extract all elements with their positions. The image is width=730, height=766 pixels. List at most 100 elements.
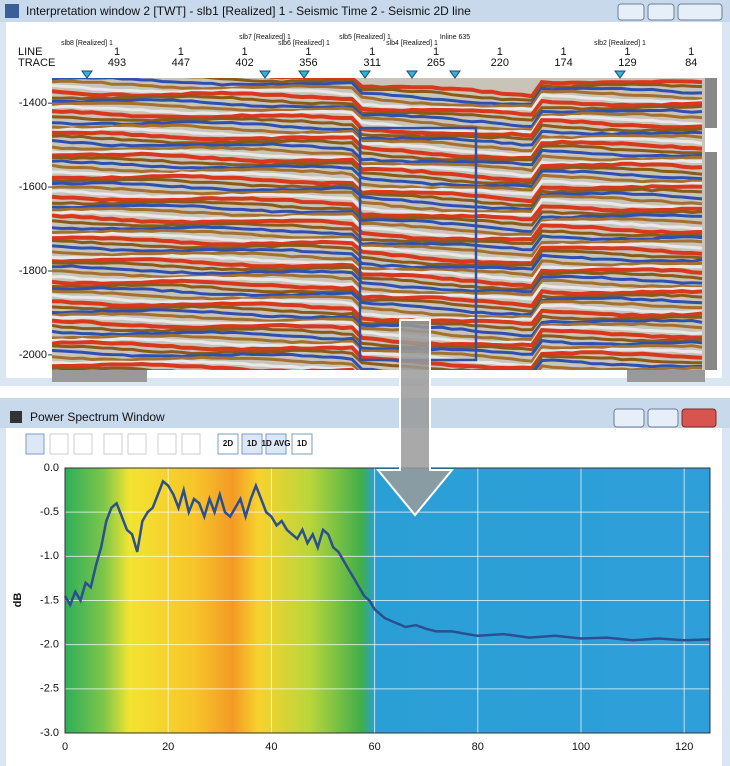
y-tick-label: -1.5 bbox=[40, 594, 59, 606]
trace-number: 356 bbox=[299, 57, 317, 69]
seismic-reflector bbox=[52, 359, 683, 370]
x-tick-label: 80 bbox=[472, 741, 484, 753]
export-tool[interactable] bbox=[181, 433, 201, 455]
well-marker bbox=[406, 70, 418, 79]
depth-tick-label: -1400 bbox=[19, 97, 47, 109]
view-tool[interactable] bbox=[157, 433, 177, 455]
seismic-reflector bbox=[52, 84, 703, 112]
seismic-reflector bbox=[52, 283, 703, 314]
toolbar bbox=[25, 433, 201, 455]
window-title: Interpretation window 2 [TWT] - slb1 [Re… bbox=[26, 4, 471, 18]
well-marker bbox=[614, 70, 626, 79]
seismic-reflector bbox=[52, 344, 702, 370]
seismic-reflector bbox=[52, 134, 703, 163]
seismic-reflector bbox=[52, 139, 703, 167]
seismic-reflector bbox=[52, 228, 703, 258]
seismic-reflector bbox=[52, 261, 703, 291]
spectrum-chart bbox=[63, 467, 711, 734]
y-tick-label: -1.0 bbox=[40, 550, 59, 562]
depth-tick-label: -2000 bbox=[19, 349, 47, 361]
toolbar-button[interactable] bbox=[241, 433, 263, 455]
survey-label: slb2 [Realized] 1 bbox=[594, 40, 646, 47]
well-marker bbox=[449, 70, 461, 79]
toolbar-label: 1D bbox=[297, 439, 307, 448]
seismic-reflector bbox=[52, 98, 703, 129]
close-button[interactable] bbox=[677, 3, 723, 21]
seismic-reflector bbox=[52, 349, 703, 370]
seismic-reflector bbox=[52, 339, 703, 370]
seismic-reflector bbox=[52, 189, 703, 217]
window-title: Power Spectrum Window bbox=[30, 410, 165, 424]
seismic-reflector bbox=[52, 355, 703, 370]
app-icon bbox=[5, 4, 19, 18]
seismic-reflector bbox=[52, 269, 703, 297]
seismic-reflector bbox=[52, 79, 703, 109]
scrollbar[interactable] bbox=[627, 370, 705, 382]
seismic-reflector bbox=[52, 329, 703, 356]
seismic-reflector bbox=[52, 173, 703, 204]
minimize-button[interactable] bbox=[617, 3, 645, 21]
seismic-reflector bbox=[52, 115, 703, 141]
seismic-reflector bbox=[52, 250, 703, 278]
trace-number: 311 bbox=[363, 57, 381, 69]
seismic-reflector bbox=[52, 293, 703, 322]
toolbar-label: 2D bbox=[223, 439, 233, 448]
seismic-reflector bbox=[52, 289, 702, 319]
trace-number: 220 bbox=[491, 57, 509, 69]
line-number: 1 bbox=[114, 46, 120, 58]
survey-label: slb8 [Realized] 1 bbox=[61, 40, 113, 47]
seismic-reflector bbox=[52, 225, 703, 252]
well-marker bbox=[298, 70, 310, 79]
select-tool[interactable] bbox=[25, 433, 45, 455]
maximize-button[interactable] bbox=[647, 3, 675, 21]
zoom-in-tool[interactable] bbox=[103, 433, 123, 455]
seismic-reflector bbox=[52, 219, 703, 246]
seismic-reflector bbox=[52, 304, 703, 332]
seismic-reflector bbox=[183, 78, 703, 102]
survey-label: slb5 [Realized] 1 bbox=[339, 34, 391, 41]
flow-arrow bbox=[375, 319, 455, 517]
seismic-reflector bbox=[52, 185, 703, 214]
seismic-reflector bbox=[52, 239, 703, 268]
toolbar-button[interactable] bbox=[265, 433, 287, 455]
seismic-reflector bbox=[52, 210, 703, 240]
survey-label: slb6 [Realized] 1 bbox=[278, 40, 330, 47]
seismic-reflector bbox=[52, 101, 703, 132]
seismic-reflector bbox=[52, 78, 703, 106]
well-marker bbox=[81, 70, 93, 79]
close-button[interactable] bbox=[681, 408, 717, 428]
x-tick-label: 20 bbox=[162, 741, 174, 753]
seismic-reflector bbox=[52, 199, 703, 227]
seismic-reflector bbox=[52, 155, 703, 186]
zoom-out-tool[interactable] bbox=[127, 433, 147, 455]
trace-number: 84 bbox=[685, 57, 697, 69]
line-number: 1 bbox=[688, 46, 694, 58]
line-number: 1 bbox=[561, 46, 567, 58]
seismic-reflector bbox=[52, 257, 703, 289]
line-number: 1 bbox=[497, 46, 503, 58]
seismic-reflector bbox=[52, 120, 703, 147]
seismic-reflector bbox=[52, 149, 703, 178]
seismic-reflector bbox=[52, 231, 703, 263]
scrollbar[interactable] bbox=[52, 370, 147, 382]
seismic-reflector bbox=[52, 299, 703, 326]
pan-tool[interactable] bbox=[49, 433, 69, 455]
app-icon bbox=[10, 411, 22, 423]
seismic-reflector bbox=[52, 126, 703, 157]
minimize-button[interactable] bbox=[613, 408, 645, 428]
toolbar-button[interactable] bbox=[291, 433, 313, 455]
title-bar bbox=[0, 0, 730, 22]
survey-label: Inline 635 bbox=[440, 34, 470, 41]
maximize-button[interactable] bbox=[647, 408, 679, 428]
depth-tick-label: -1600 bbox=[19, 181, 47, 193]
seismic-reflector bbox=[52, 336, 703, 368]
seismic-reflector bbox=[52, 94, 703, 122]
trace-number: 174 bbox=[554, 57, 572, 69]
zoom-tool[interactable] bbox=[73, 433, 93, 455]
seismic-reflector bbox=[52, 361, 355, 370]
toolbar-button[interactable] bbox=[217, 433, 239, 455]
seismic-reflector bbox=[52, 89, 703, 117]
toolbar-label: 1D AVG bbox=[262, 439, 291, 448]
